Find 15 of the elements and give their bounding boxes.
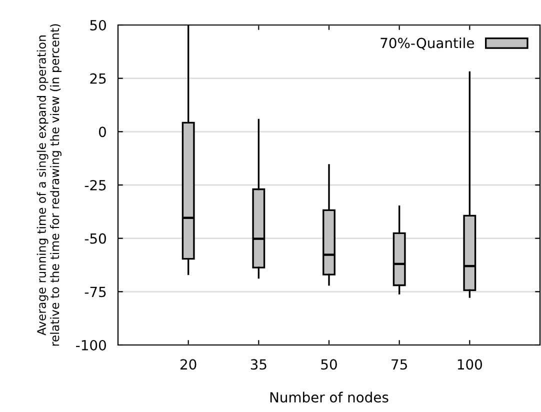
y-tick-label: -25: [84, 180, 106, 190]
y-tick-label: 25: [90, 73, 106, 84]
legend-label: 70%-Quantile: [380, 38, 474, 50]
y-tick-label: -75: [84, 286, 106, 298]
x-tick-label: 50: [321, 359, 337, 370]
y-axis-title: Average running time of a single expand operation relative to the time for redrawing the view (in percent): [36, 24, 62, 346]
x-tick-label: 35: [250, 359, 266, 370]
y-tick-label: 50: [90, 20, 106, 30]
x-tick-label: 75: [392, 359, 407, 370]
y-tick-label: -100: [76, 340, 106, 350]
x-tick-label: 20: [180, 359, 196, 370]
x-axis-title: Number of nodes: [270, 392, 388, 403]
y-tick-label: 0: [98, 126, 106, 138]
y-tick-label: -50: [84, 233, 106, 244]
x-tick-label: 100: [458, 359, 482, 370]
